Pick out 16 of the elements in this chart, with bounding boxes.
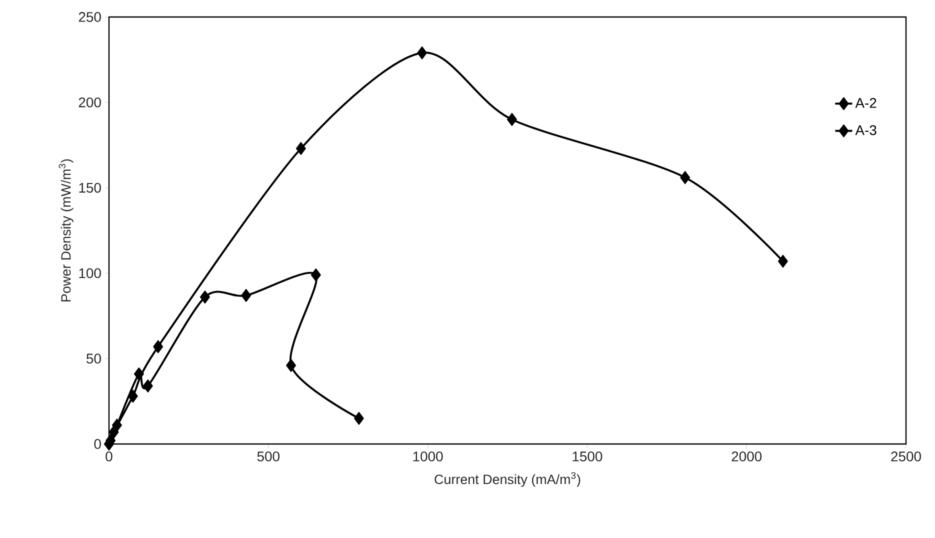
x-tick-label: 1500 [572, 452, 602, 462]
legend-label: A-3 [855, 125, 876, 136]
y-tick-label: 250 [78, 12, 101, 22]
y-tick-label: 0 [94, 439, 101, 449]
y-tick-label: 150 [79, 182, 101, 193]
x-tick-label: 2000 [732, 452, 762, 462]
y-tick-label: 200 [78, 97, 101, 108]
x-axis-title: Current Density (mA/m$^{3}$) [434, 472, 580, 487]
y-axis-title: Power Density (mW/m$^{3}$) [58, 159, 74, 302]
x-tick-label: 500 [257, 452, 280, 462]
x-tick-label: 2500 [891, 452, 921, 462]
legend-label: A-2 [855, 98, 876, 108]
y-tick-label: 50 [86, 354, 101, 364]
x-tick-label: 0 [106, 452, 112, 462]
x-tick-label: 1000 [413, 452, 443, 462]
y-tick-label: 100 [79, 268, 101, 278]
